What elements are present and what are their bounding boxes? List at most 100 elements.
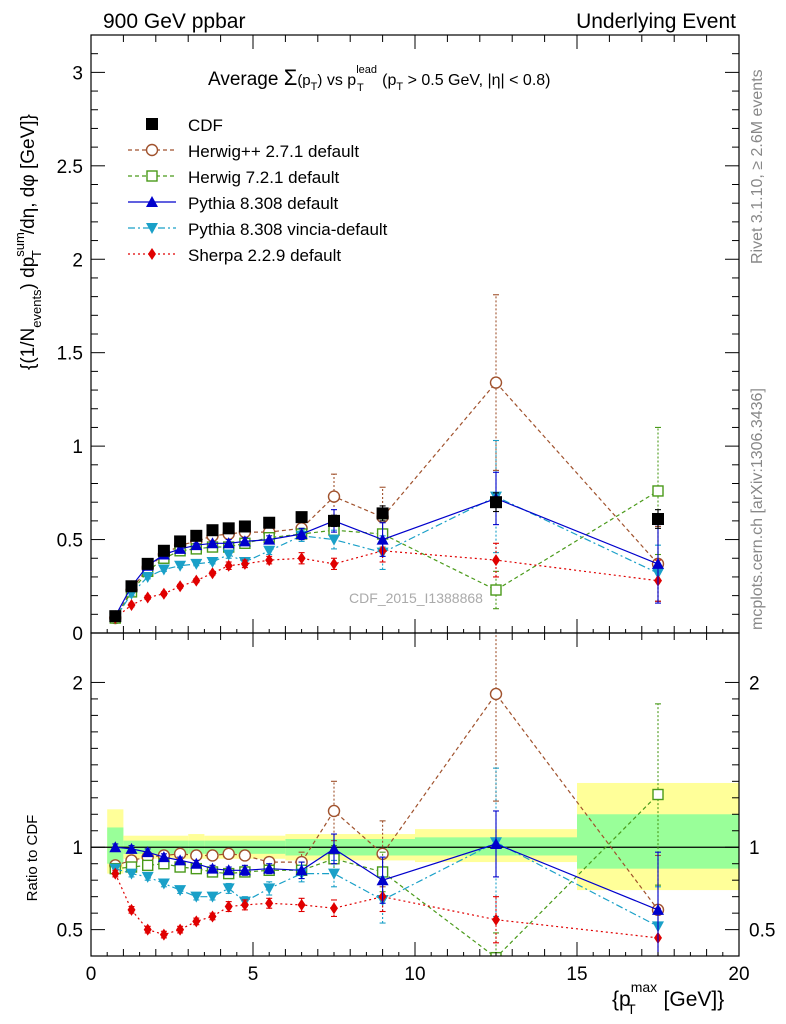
ratio-series-pythia	[109, 810, 664, 956]
legend-entry-vincia: Pythia 8.308 vincia-default	[128, 220, 388, 239]
main-point-sherpa	[492, 554, 500, 567]
ratio-point-pythia	[222, 864, 235, 876]
ratio-point-herwig7	[652, 788, 664, 801]
main-y-axis-label: {(1/Nevents) dpsum T/dη, dφ [GeV]}	[12, 114, 44, 370]
ratio-point-pythia	[295, 864, 308, 876]
main-point-pythia	[263, 533, 276, 545]
main-y-tick-label: 2.5	[57, 157, 83, 178]
ratio-y-tick-label: 2	[72, 673, 83, 694]
main-y-tick-label: 1.5	[57, 344, 83, 365]
main-point-sherpa	[265, 554, 274, 567]
ratio-y-axis-label: Ratio to CDF	[24, 815, 41, 902]
ratio-line-sherpa	[114, 873, 659, 939]
ratio-point-pythia	[157, 851, 170, 863]
ratio-point-herwigpp	[222, 847, 235, 861]
ratio-point-vincia	[328, 868, 340, 880]
header-right-label: Underlying Event	[576, 10, 736, 33]
ratio-point-sherpa	[111, 867, 120, 880]
main-y-tick-label: 0	[72, 624, 83, 645]
ratio-point-sherpa	[143, 923, 152, 936]
ratio-point-sherpa	[224, 900, 233, 913]
ratio-point-vincia	[174, 885, 187, 897]
main-point-cdf	[238, 520, 251, 533]
main-point-sherpa	[297, 552, 306, 565]
main-point-cdf	[376, 507, 389, 520]
legend-marker-herwigpp	[145, 143, 159, 157]
watermark: CDF_2015_I1388868	[349, 590, 483, 606]
ratio-point-sherpa	[176, 923, 185, 936]
legend-entry-cdf: CDF	[146, 116, 223, 135]
main-point-cdf	[295, 511, 308, 524]
main-point-cdf	[109, 610, 122, 623]
ratio-point-vincia	[263, 883, 276, 895]
main-point-herwig7	[490, 584, 502, 596]
main-point-vincia	[206, 556, 219, 568]
legend-marker-herwig7	[146, 170, 158, 182]
main-panel-axes: 0 0.5 1 1.5 2 2.5 3	[57, 35, 740, 645]
ratio-y-tick-label-right: 2	[749, 673, 760, 694]
main-point-cdf	[157, 544, 170, 557]
ratio-point-herwigpp	[206, 849, 219, 862]
ylabel-part-c: /dη, dφ [GeV]}	[18, 114, 39, 234]
main-point-cdf	[190, 529, 203, 542]
main-point-cdf	[263, 516, 276, 529]
title-vs-sub: T	[357, 82, 364, 94]
legend-entry-sherpa: Sherpa 2.2.9 default	[128, 246, 341, 265]
x-tick-label: 20	[728, 964, 749, 985]
ratio-point-pythia	[238, 864, 251, 876]
title-sigma-arg: (p	[297, 72, 310, 89]
x-axis-label: {pmax T [GeV]}	[612, 979, 724, 1017]
ratio-point-pythia	[109, 841, 122, 853]
title-cut-rest: > 0.5 GeV, |η| < 0.8)	[403, 72, 550, 89]
main-panel: 0 0.5 1 1.5 2 2.5 3 CDF_2015_I1388868	[57, 34, 740, 645]
ratio-point-sherpa	[208, 910, 217, 923]
main-point-pythia	[652, 557, 664, 569]
ratio-point-herwigpp	[238, 849, 252, 862]
main-point-sherpa	[240, 557, 249, 570]
main-point-vincia	[190, 558, 203, 570]
ylabel-part-b: ) dp	[18, 257, 39, 290]
ratio-point-pythia	[125, 842, 138, 854]
main-point-sherpa	[330, 557, 338, 570]
header-left-label: 900 GeV ppbar	[103, 10, 245, 33]
main-y-tick-label: 2	[72, 250, 83, 271]
ratio-point-vincia	[222, 883, 235, 895]
main-point-pythia	[190, 539, 203, 551]
ratio-point-sherpa	[159, 928, 168, 941]
legend-label-vincia: Pythia 8.308 vincia-default	[188, 220, 388, 239]
main-point-cdf	[328, 514, 340, 527]
main-point-cdf	[125, 580, 138, 593]
ratio-point-pythia	[263, 862, 276, 874]
main-series-sherpa	[111, 539, 662, 625]
main-y-tick-label: 1	[72, 437, 83, 458]
main-point-herwigpp	[489, 376, 503, 389]
legend-label-sherpa: Sherpa 2.2.9 default	[188, 246, 341, 265]
main-series-cdf	[109, 492, 664, 623]
ratio-uncertainty-bands	[91, 782, 739, 891]
legend-marker-cdf	[146, 118, 158, 130]
ylabel-part-a: {(1/N	[18, 328, 39, 370]
main-point-sherpa	[192, 574, 201, 587]
ratio-point-vincia	[141, 871, 154, 883]
main-y-tick-label: 0.5	[57, 531, 83, 552]
legend-marker-vincia	[146, 223, 158, 234]
plot-title: Average Σ(pT) vs plead T (pT > 0.5 GeV, |…	[208, 64, 551, 94]
main-point-vincia	[141, 571, 154, 583]
ratio-point-sherpa	[127, 903, 136, 916]
legend-marker-sherpa	[148, 248, 156, 260]
ratio-point-sherpa	[192, 915, 201, 928]
legend-label-herwigpp: Herwig++ 2.7.1 default	[188, 142, 359, 161]
ratio-point-vincia	[206, 891, 219, 903]
title-vs: vs p	[322, 72, 356, 89]
legend-label-herwig7: Herwig 7.2.1 default	[188, 168, 339, 187]
title-sigma: Σ	[284, 65, 298, 90]
main-point-pythia	[174, 542, 187, 554]
main-point-pythia	[238, 535, 251, 547]
ratio-point-vincia	[190, 891, 203, 903]
ratio-y-tick-label: 1	[72, 838, 83, 859]
main-point-cdf	[222, 522, 235, 535]
main-point-vincia	[263, 545, 276, 557]
legend-label-cdf: CDF	[188, 116, 223, 135]
ratio-panel-marks	[109, 633, 665, 956]
ratio-point-vincia	[157, 878, 170, 890]
